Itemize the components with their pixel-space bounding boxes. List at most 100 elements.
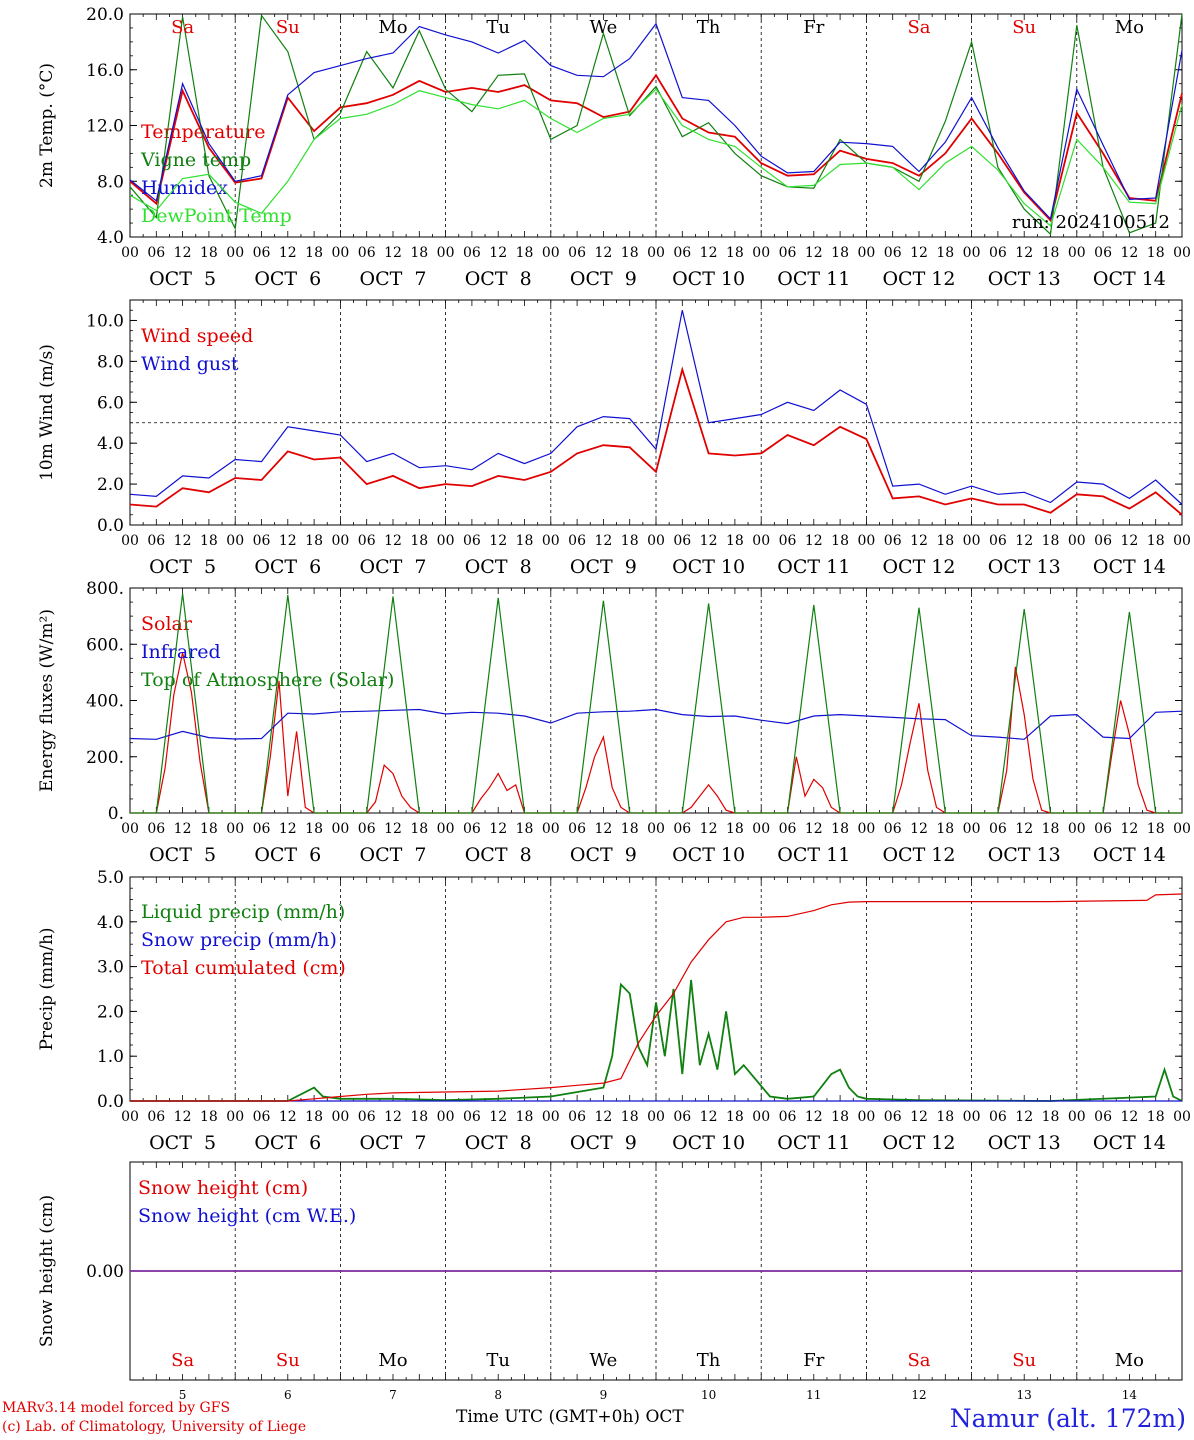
hour-label: 00 [857, 533, 875, 549]
hour-label: 00 [647, 245, 665, 261]
ytick-label: 0.00 [86, 1262, 124, 1282]
hour-label: 00 [1173, 1109, 1191, 1125]
weekday-label: Fr [803, 1350, 824, 1371]
hour-label: 00 [857, 245, 875, 261]
date-label: OCT 9 [570, 556, 637, 578]
hour-label: 12 [1015, 533, 1033, 549]
date-label: OCT 10 [672, 844, 745, 866]
hour-label: 18 [305, 1109, 323, 1125]
hour-label: 00 [226, 245, 244, 261]
ytick-label: 20.0 [86, 5, 124, 25]
hour-label: 12 [1120, 1109, 1138, 1125]
hour-label: 06 [568, 245, 586, 261]
hour-label: 00 [1173, 533, 1191, 549]
hour-label: 18 [516, 821, 534, 837]
ytick-label: 0. [108, 804, 124, 824]
hour-label: 12 [700, 245, 718, 261]
hour-label: 06 [779, 1109, 797, 1125]
hour-label: 18 [831, 821, 849, 837]
hour-label: 18 [831, 533, 849, 549]
hour-label: 06 [463, 821, 481, 837]
hour-label: 12 [279, 1109, 297, 1125]
series-line-4 [129, 88, 1183, 227]
hour-label: 18 [1147, 533, 1165, 549]
hour-label: 00 [1173, 821, 1191, 837]
date-label: OCT 7 [360, 556, 427, 578]
hour-label: 06 [779, 245, 797, 261]
hour-label: 12 [805, 533, 823, 549]
hour-label: 06 [989, 1109, 1007, 1125]
hour-label: 06 [1094, 245, 1112, 261]
legend-entry: Humidex [141, 177, 228, 199]
hour-label: 18 [200, 821, 218, 837]
weekday-label: We [590, 1350, 618, 1371]
hour-label: 18 [936, 245, 954, 261]
hour-label: 06 [358, 821, 376, 837]
hour-label: 00 [542, 821, 560, 837]
hour-label: 12 [384, 245, 402, 261]
legend-entry: Infrared [141, 641, 221, 663]
weekday-label: Th [697, 17, 721, 38]
date-label: OCT 5 [149, 1132, 216, 1154]
hour-label: 12 [174, 245, 192, 261]
hour-label: 18 [1147, 1109, 1165, 1125]
ytick-label: 800. [86, 579, 124, 599]
series-line-1 [129, 366, 1183, 516]
date-label: OCT 10 [672, 556, 745, 578]
hour-label: 12 [594, 533, 612, 549]
hour-label: 06 [989, 821, 1007, 837]
hour-label: 12 [384, 1109, 402, 1125]
hour-label: 18 [936, 821, 954, 837]
hour-label: 06 [358, 1109, 376, 1125]
date-label: OCT 13 [988, 556, 1061, 578]
hour-label: 00 [542, 245, 560, 261]
legend-entry: Liquid precip (mm/h) [141, 901, 345, 923]
weekday-label: Tu [486, 1350, 510, 1371]
hour-label: 18 [200, 533, 218, 549]
date-label: OCT 5 [149, 844, 216, 866]
legend-entry: Snow height (cm W.E.) [138, 1205, 356, 1227]
hour-label: 12 [489, 1109, 507, 1125]
hour-label: 06 [673, 821, 691, 837]
model-credit: MARv3.14 model forced by GFS [2, 1400, 231, 1416]
day-number-label: 12 [911, 1388, 926, 1402]
date-label: OCT 11 [777, 268, 850, 290]
weekday-label: Mo [1115, 17, 1144, 38]
hour-label: 18 [305, 821, 323, 837]
hour-label: 18 [831, 245, 849, 261]
ytick-label: 0.0 [97, 516, 124, 536]
date-label: OCT 9 [570, 844, 637, 866]
weekday-label: Su [1012, 1350, 1036, 1371]
hour-label: 06 [779, 821, 797, 837]
weekday-label: We [590, 17, 618, 38]
day-number-label: 14 [1122, 1388, 1138, 1402]
hour-label: 00 [1068, 821, 1086, 837]
hour-label: 00 [331, 1109, 349, 1125]
hour-label: 18 [410, 1109, 428, 1125]
hour-label: 00 [752, 533, 770, 549]
date-label: OCT 8 [465, 268, 532, 290]
date-label: OCT 6 [254, 268, 321, 290]
hour-label: 00 [437, 533, 455, 549]
ytick-label: 8.0 [97, 172, 124, 192]
hour-label: 12 [1120, 821, 1138, 837]
hour-label: 12 [700, 1109, 718, 1125]
hour-label: 00 [542, 533, 560, 549]
date-label: OCT 12 [882, 1132, 955, 1154]
hour-label: 06 [253, 821, 271, 837]
hour-label: 06 [568, 533, 586, 549]
hour-label: 12 [279, 821, 297, 837]
hour-label: 06 [1094, 821, 1112, 837]
hour-label: 00 [647, 533, 665, 549]
hour-label: 00 [121, 821, 139, 837]
hour-label: 18 [410, 821, 428, 837]
date-label: OCT 5 [149, 268, 216, 290]
hour-label: 18 [410, 245, 428, 261]
hour-label: 18 [936, 533, 954, 549]
hour-label: 12 [384, 821, 402, 837]
hour-label: 18 [726, 821, 744, 837]
legend-entry: Snow precip (mm/h) [141, 929, 337, 951]
hour-label: 06 [989, 533, 1007, 549]
date-label: OCT 6 [254, 844, 321, 866]
weekday-label: Mo [378, 1350, 407, 1371]
